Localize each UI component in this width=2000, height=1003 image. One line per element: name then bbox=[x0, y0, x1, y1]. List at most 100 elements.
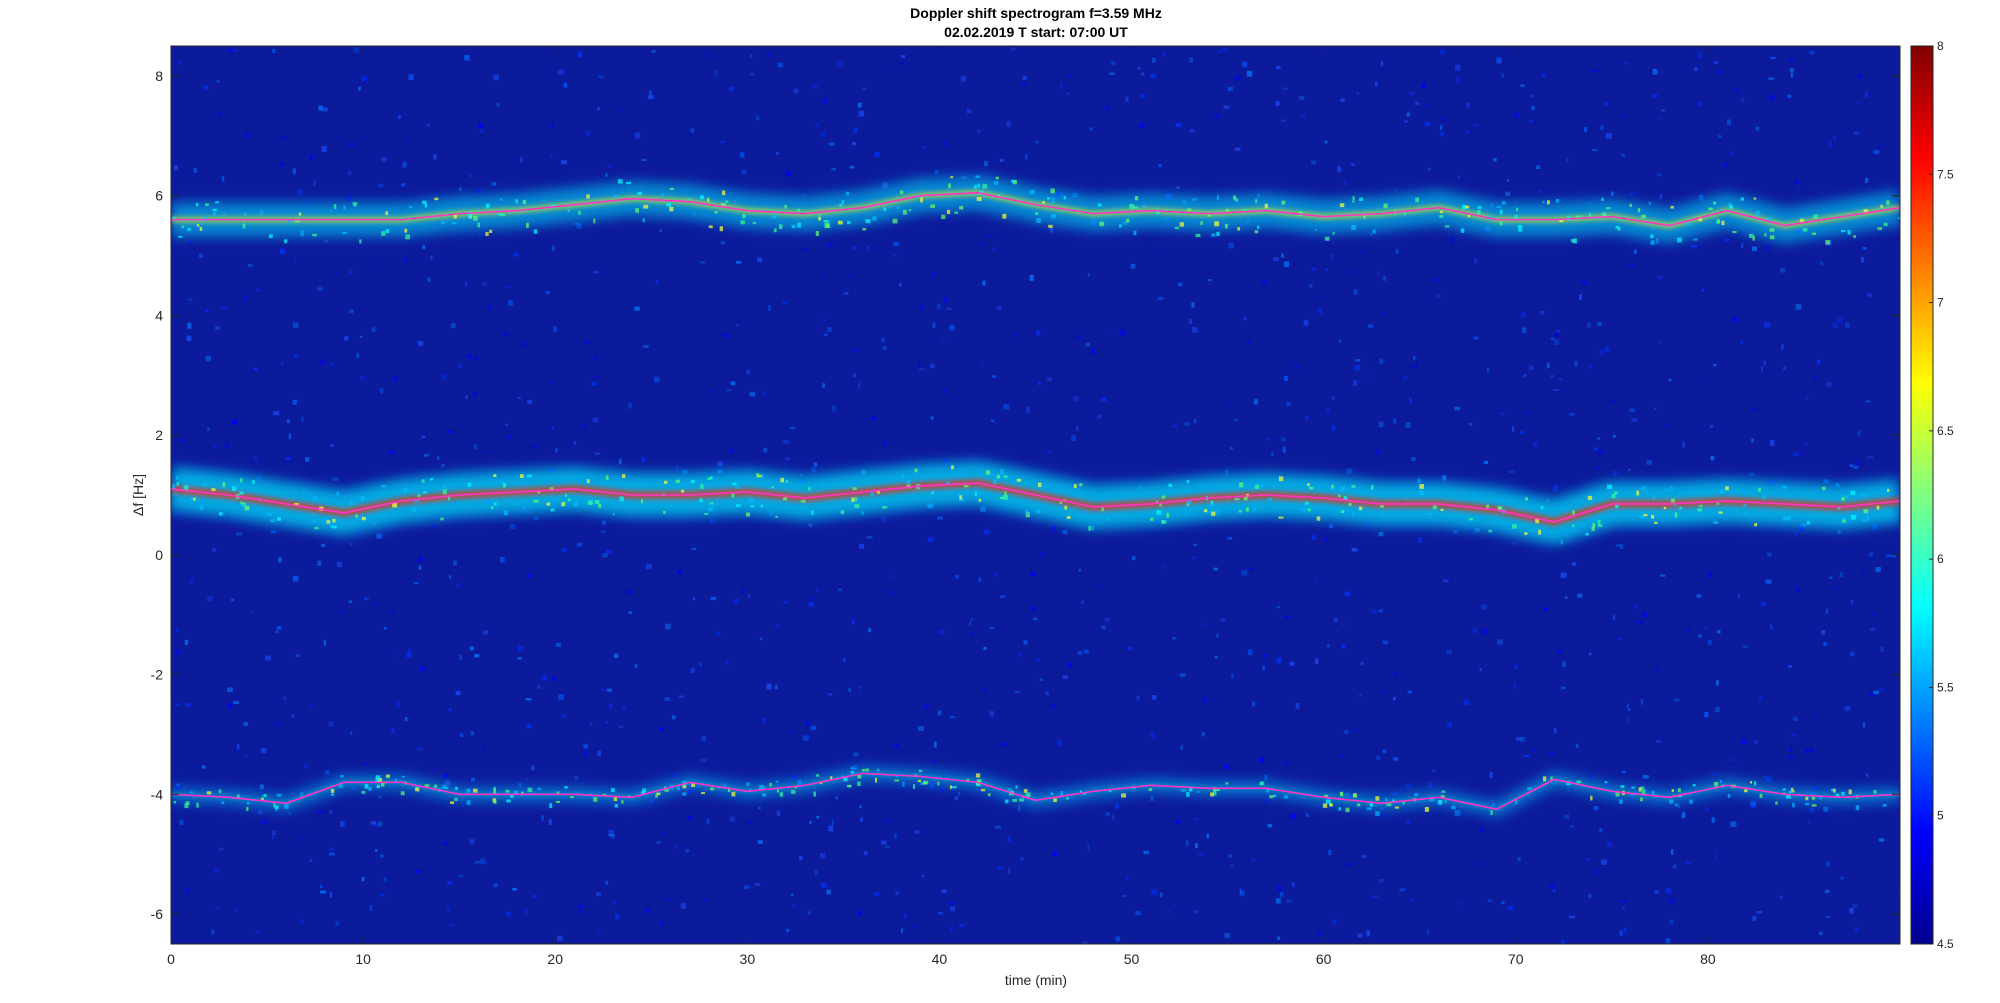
band-speck bbox=[1234, 498, 1240, 501]
noise-speck bbox=[1454, 809, 1461, 816]
noise-speck bbox=[1111, 814, 1115, 820]
band-speck bbox=[593, 218, 596, 224]
band-speck bbox=[598, 503, 602, 508]
noise-speck bbox=[816, 815, 820, 819]
band-speck bbox=[1252, 507, 1257, 511]
noise-speck bbox=[1157, 297, 1164, 300]
noise-speck bbox=[1022, 75, 1027, 80]
noise-speck bbox=[1175, 820, 1181, 824]
noise-speck bbox=[725, 661, 730, 665]
band-speck bbox=[1863, 509, 1869, 514]
noise-speck bbox=[703, 897, 706, 902]
noise-speck bbox=[1431, 769, 1436, 773]
noise-speck bbox=[615, 913, 620, 920]
noise-speck bbox=[288, 433, 292, 440]
band-speck bbox=[336, 491, 339, 496]
noise-speck bbox=[474, 443, 477, 450]
noise-speck bbox=[1343, 730, 1349, 734]
band-speck bbox=[1181, 789, 1187, 792]
band-speck bbox=[1314, 228, 1317, 232]
band-speck bbox=[1468, 518, 1473, 521]
noise-speck bbox=[930, 760, 936, 764]
noise-speck bbox=[1737, 593, 1740, 598]
band-speck bbox=[1440, 795, 1445, 798]
band-speck bbox=[567, 498, 571, 502]
noise-speck bbox=[1350, 163, 1355, 166]
band-speck bbox=[1802, 228, 1808, 232]
noise-speck bbox=[1407, 690, 1412, 694]
noise-speck bbox=[323, 639, 326, 646]
noise-speck bbox=[442, 773, 448, 778]
band-speck bbox=[467, 482, 472, 487]
band-speck bbox=[923, 780, 929, 785]
noise-speck bbox=[608, 829, 614, 834]
noise-speck bbox=[563, 82, 568, 88]
noise-speck bbox=[943, 141, 947, 147]
noise-speck bbox=[1223, 105, 1230, 109]
noise-speck bbox=[1341, 623, 1345, 626]
band-speck bbox=[1651, 514, 1655, 519]
noise-speck bbox=[1110, 331, 1114, 334]
noise-speck bbox=[1552, 889, 1556, 893]
noise-speck bbox=[813, 461, 818, 467]
noise-speck bbox=[589, 722, 593, 725]
noise-speck bbox=[1619, 544, 1624, 549]
noise-speck bbox=[1597, 322, 1602, 326]
band-speck bbox=[294, 218, 300, 223]
noise-speck bbox=[1087, 273, 1090, 277]
band-speck bbox=[1254, 230, 1259, 234]
noise-speck bbox=[747, 594, 751, 599]
band-speck bbox=[573, 502, 578, 507]
noise-speck bbox=[775, 684, 778, 690]
band-speck bbox=[758, 474, 762, 478]
noise-speck bbox=[375, 602, 379, 607]
noise-speck bbox=[1868, 552, 1874, 557]
noise-speck bbox=[1277, 936, 1281, 940]
noise-speck bbox=[552, 675, 556, 682]
noise-speck bbox=[1707, 639, 1712, 645]
noise-speck bbox=[1790, 733, 1796, 737]
noise-speck bbox=[701, 735, 706, 741]
noise-speck bbox=[1110, 61, 1116, 65]
noise-speck bbox=[1339, 339, 1342, 344]
noise-speck bbox=[941, 889, 947, 893]
noise-speck bbox=[996, 306, 1002, 310]
x-tick-label: 40 bbox=[932, 951, 948, 967]
noise-speck bbox=[317, 810, 324, 814]
band-speck bbox=[1035, 509, 1041, 514]
noise-speck bbox=[949, 324, 955, 331]
noise-speck bbox=[1344, 591, 1351, 597]
noise-speck bbox=[806, 720, 809, 726]
noise-speck bbox=[577, 909, 583, 914]
noise-speck bbox=[894, 743, 899, 748]
band-speck bbox=[1570, 239, 1576, 243]
noise-speck bbox=[761, 391, 767, 396]
band-speck bbox=[326, 520, 331, 524]
band-speck bbox=[1575, 215, 1581, 219]
band-speck bbox=[948, 183, 951, 189]
noise-speck bbox=[280, 136, 285, 139]
noise-speck bbox=[597, 107, 600, 111]
noise-speck bbox=[1694, 67, 1698, 72]
colorbar-tick-label: 6 bbox=[1937, 552, 1944, 566]
noise-speck bbox=[474, 653, 480, 658]
band-speck bbox=[403, 488, 408, 493]
band-speck bbox=[587, 500, 593, 506]
noise-speck bbox=[1378, 531, 1384, 537]
band-speck bbox=[1629, 203, 1633, 207]
noise-speck bbox=[604, 721, 609, 724]
noise-speck bbox=[690, 667, 696, 673]
noise-speck bbox=[448, 708, 453, 712]
band-speck bbox=[1375, 811, 1380, 816]
band-speck bbox=[444, 787, 449, 790]
noise-speck bbox=[324, 239, 328, 244]
noise-speck bbox=[1426, 929, 1430, 935]
band-speck bbox=[840, 775, 844, 778]
band-speck bbox=[995, 176, 1000, 180]
band-speck bbox=[840, 510, 845, 515]
band-speck bbox=[466, 800, 471, 805]
noise-speck bbox=[1789, 68, 1794, 73]
band-speck bbox=[1611, 493, 1616, 499]
band-speck bbox=[626, 181, 631, 185]
band-speck bbox=[852, 487, 857, 491]
